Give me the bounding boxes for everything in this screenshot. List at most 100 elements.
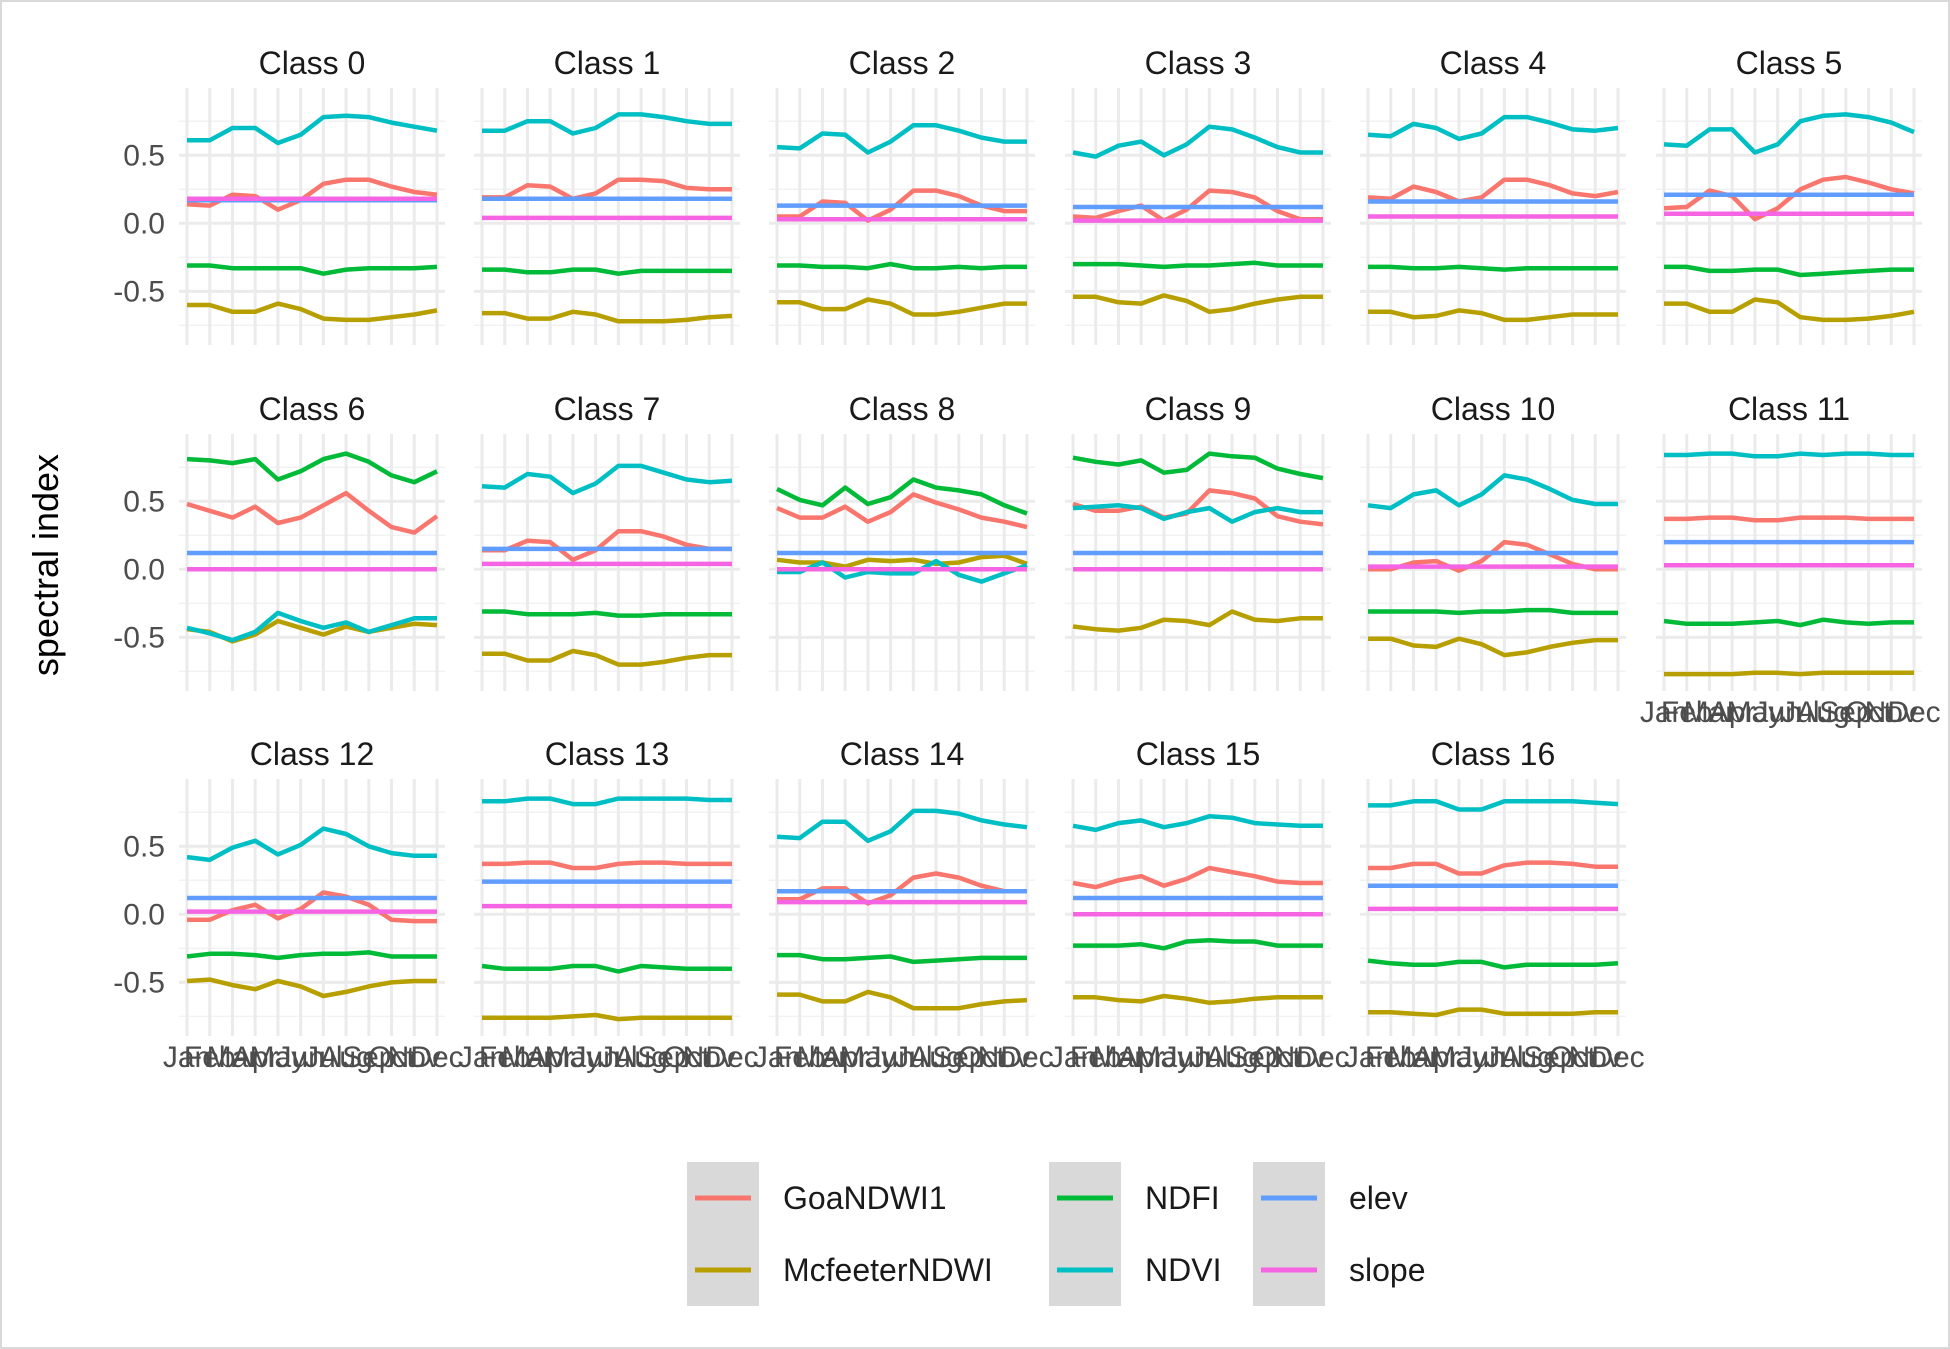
x-tick-label: Nov: [978, 1041, 1031, 1074]
series-line-ndvi: [1072, 503, 1323, 524]
x-tick-label: Nov: [1274, 1041, 1327, 1074]
y-tick-label: 0.5: [123, 139, 165, 172]
x-tick-label: Aug: [614, 1041, 667, 1074]
x-tick-label: Aug: [319, 1041, 372, 1074]
series-line-ndfi: [186, 950, 437, 961]
series-line-ndfi: [1073, 260, 1323, 270]
x-tick-label: Feb: [774, 1041, 826, 1074]
legend: GoaNDWI1 McfeeterNDWI NDFI NDVI elev slope: [687, 1162, 1426, 1306]
series-line-goandwi1: [1072, 488, 1324, 527]
panel-title: Class 0: [259, 45, 366, 81]
facet-panel: Class 16 JanFebMarAprMayJunJulAugSepOctNo…: [1344, 736, 1645, 1074]
y-tick-label: 0.5: [123, 830, 165, 863]
facet-panel: Class 2: [769, 45, 1035, 345]
x-tick-label: Oct: [1845, 696, 1892, 729]
x-tick-label: Apr: [1709, 696, 1756, 729]
series-line-mcfeeterndwi: [482, 648, 732, 667]
facet-panel: Class 10: [1360, 391, 1626, 691]
x-tick-label: May: [250, 1041, 307, 1074]
y-tick-label: 0.0: [123, 553, 165, 586]
x-tick-label: Nov: [1865, 696, 1918, 729]
panel-title: Class 16: [1431, 736, 1556, 772]
x-tick-label: Oct: [368, 1041, 415, 1074]
series-line-mcfeeterndwi: [1072, 609, 1323, 633]
series-line-goandwi1: [482, 528, 732, 563]
series-line-ndvi: [1367, 114, 1619, 142]
facet-panel: Class 1: [474, 45, 740, 345]
panel-title: Class 13: [545, 736, 670, 772]
x-tick-label: Mar: [1093, 1041, 1145, 1074]
x-tick-label: Nov: [388, 1041, 441, 1074]
panel-title: Class 10: [1431, 391, 1556, 427]
x-tick-label: Dec: [705, 1041, 758, 1074]
series-line-mcfeeterndwi: [186, 977, 437, 999]
x-tick-label: Nov: [683, 1041, 736, 1074]
series-line-ndvi: [482, 796, 732, 807]
series-line-ndfi: [776, 477, 1028, 516]
series-line-goandwi1: [1367, 177, 1619, 204]
y-tick-label: -0.5: [113, 621, 165, 654]
x-tick-label: Jul: [1781, 696, 1819, 729]
facet-panel: Class 8: [769, 391, 1035, 691]
x-tick-label: Aug: [1500, 1041, 1553, 1074]
facet-panel: Class 0 -0.5 0.0 0.5: [113, 45, 445, 345]
facet-panel: Class 4: [1360, 45, 1626, 345]
x-tick-label: Sep: [637, 1041, 690, 1074]
panel-title: Class 6: [259, 391, 366, 427]
x-tick-label: Jul: [599, 1041, 637, 1074]
series-line-ndvi: [1663, 112, 1915, 155]
series-line-ndfi: [187, 263, 438, 276]
series-line-ndvi: [1368, 799, 1619, 812]
panel-title: Class 9: [1145, 391, 1252, 427]
x-tick-label: Jul: [304, 1041, 342, 1074]
x-tick-label: Feb: [1365, 1041, 1417, 1074]
x-tick-label: Aug: [1796, 696, 1849, 729]
x-tick-label: May: [840, 1041, 897, 1074]
series-line-goandwi1: [776, 492, 1028, 530]
x-tick-label: Jan: [1049, 1041, 1097, 1074]
legend-label: GoaNDWI1: [783, 1180, 947, 1216]
facet-panel: Class 7: [474, 391, 740, 691]
x-tick-label: Oct: [663, 1041, 710, 1074]
series-line-mcfeeterndwi: [482, 309, 733, 324]
series-line-ndvi: [776, 123, 1027, 155]
facet-panel: Class 6 -0.5 0.0 0.5: [113, 391, 445, 691]
legend-label: NDFI: [1145, 1180, 1220, 1216]
series-line-goandwi1: [482, 860, 732, 871]
x-tick-label: Apr: [1413, 1041, 1460, 1074]
series-line-mcfeeterndwi: [187, 301, 438, 323]
series-line-ndvi: [1367, 473, 1618, 511]
x-tick-label: Aug: [909, 1041, 962, 1074]
x-tick-label: Aug: [1205, 1041, 1258, 1074]
series-line-mcfeeterndwi: [1073, 993, 1323, 1006]
series-line-ndfi: [1367, 958, 1619, 970]
series-line-ndvi: [1072, 814, 1323, 833]
legend-label: NDVI: [1145, 1252, 1221, 1288]
series-line-goandwi1: [1072, 865, 1323, 890]
x-tick-label: Dec: [410, 1041, 463, 1074]
facet-panel: Class 5: [1656, 45, 1922, 345]
x-tick-label: Jul: [1485, 1041, 1523, 1074]
y-tick-label: -0.5: [113, 966, 165, 999]
series-line-ndvi: [186, 610, 437, 643]
x-tick-label: Sep: [1523, 1041, 1576, 1074]
facet-panel: Class 13 JanFebMarAprMayJunJulAugSepOctNo…: [458, 736, 759, 1074]
x-tick-label: Jan: [1344, 1041, 1392, 1074]
x-tick-label: Mar: [1684, 696, 1736, 729]
panel-title: Class 7: [554, 391, 661, 427]
x-tick-label: Jun: [1753, 696, 1801, 729]
x-tick-label: Apr: [527, 1041, 574, 1074]
series-line-mcfeeterndwi: [1664, 297, 1915, 323]
series-line-ndvi: [186, 826, 437, 863]
series-line-ndvi: [187, 113, 438, 146]
series-line-ndvi: [1664, 451, 1914, 459]
x-tick-label: Oct: [1254, 1041, 1301, 1074]
y-tick-label: 0.5: [123, 485, 165, 518]
panel-title: Class 15: [1136, 736, 1261, 772]
series-line-goandwi1: [1664, 515, 1914, 523]
x-tick-label: May: [1727, 696, 1784, 729]
x-tick-label: Mar: [797, 1041, 849, 1074]
panel-title: Class 4: [1440, 45, 1547, 81]
panel-title: Class 1: [554, 45, 661, 81]
